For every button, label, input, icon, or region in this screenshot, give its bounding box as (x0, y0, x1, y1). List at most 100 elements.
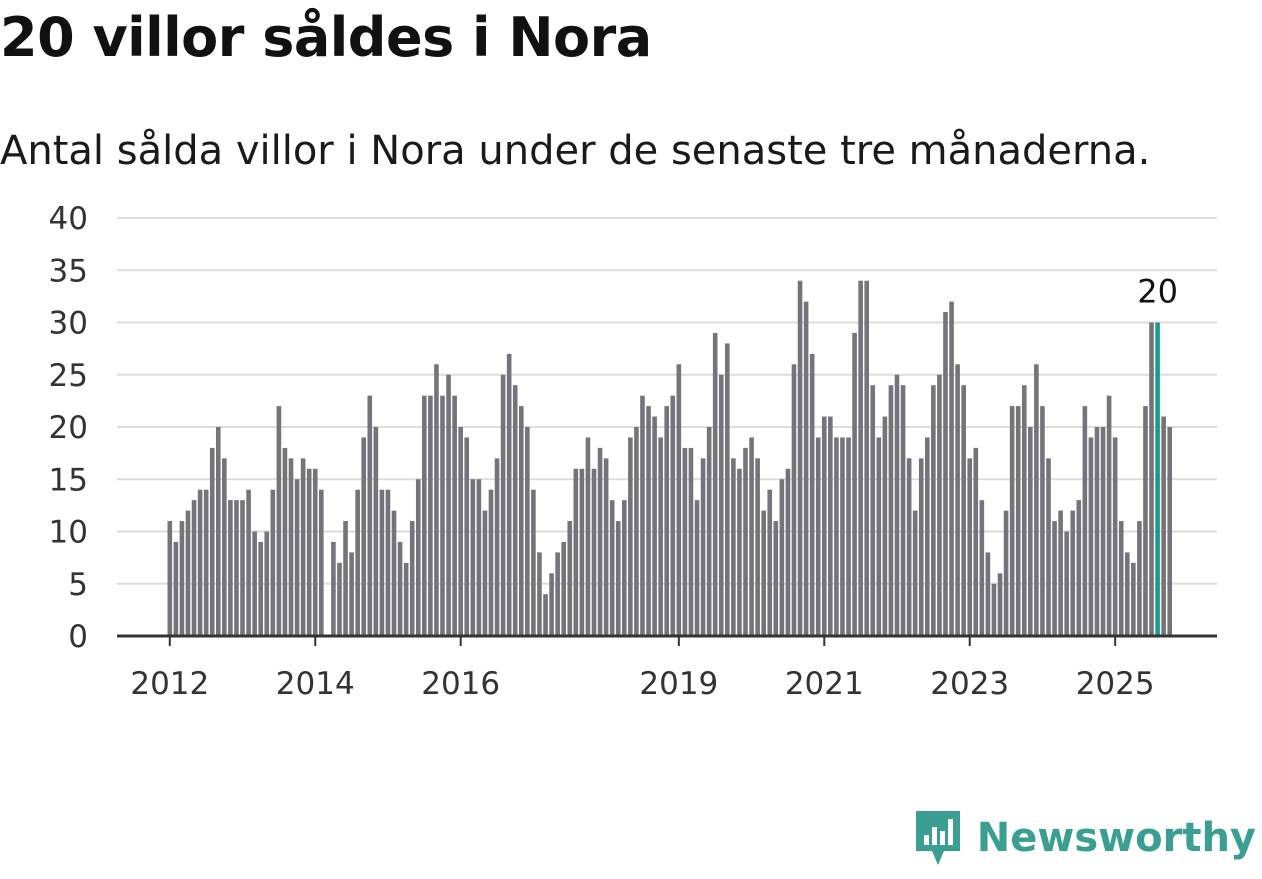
bar (288, 458, 294, 636)
bar (834, 437, 839, 636)
bar (228, 500, 233, 636)
bar (300, 458, 306, 636)
bar (512, 385, 518, 636)
bar (955, 364, 960, 636)
x-tick-label: 2023 (930, 666, 1009, 702)
bar (985, 552, 991, 636)
bar (737, 468, 742, 636)
bar (1124, 552, 1130, 636)
bar (712, 332, 718, 636)
bars (167, 280, 1172, 636)
bar (785, 468, 791, 636)
bar (482, 510, 488, 636)
bar (967, 458, 973, 636)
bar (264, 531, 270, 636)
bar (1040, 406, 1045, 636)
highlight-data-label: 20 (1137, 273, 1178, 311)
bar (858, 280, 863, 636)
y-tick-label: 15 (49, 462, 88, 498)
bar (1100, 427, 1106, 636)
bar (694, 500, 700, 636)
bar (815, 437, 821, 636)
bar (888, 385, 894, 636)
bar (585, 437, 591, 636)
bar (749, 437, 754, 636)
bar (355, 489, 360, 636)
bar (537, 552, 542, 636)
y-tick-label: 25 (49, 358, 88, 394)
bar (864, 280, 869, 636)
x-tick-label: 2019 (639, 666, 718, 702)
bar (1003, 510, 1009, 636)
bar (840, 437, 845, 636)
bar (282, 447, 288, 636)
bar (761, 510, 766, 636)
bar (997, 573, 1003, 636)
y-tick-label: 5 (68, 567, 88, 603)
x-axis-ticks: 2012 2014 2016 2019 2021 2023 2025 (130, 636, 1155, 702)
y-tick-label: 10 (49, 515, 88, 551)
bar (882, 416, 888, 636)
bar (579, 468, 585, 636)
bar (343, 521, 348, 636)
bar (1094, 427, 1100, 636)
bar (725, 343, 730, 636)
bar (1131, 562, 1136, 636)
bar (349, 552, 354, 636)
bar (973, 447, 979, 636)
bar (828, 416, 833, 636)
newsworthy-brand: Newsworthy (913, 809, 1256, 867)
bar (755, 458, 760, 636)
bar (367, 395, 373, 636)
y-tick-label: 40 (49, 201, 88, 237)
bar (518, 406, 524, 636)
x-tick-label: 2025 (1076, 666, 1155, 702)
bar (634, 427, 639, 636)
bar (670, 395, 676, 636)
x-tick-label: 2014 (276, 666, 355, 702)
bar (209, 447, 215, 636)
x-tick-label: 2021 (785, 666, 864, 702)
bar (646, 406, 651, 636)
bar (603, 458, 609, 636)
bar (1149, 322, 1154, 636)
bar (979, 500, 985, 636)
bar (434, 364, 439, 636)
bar (664, 406, 670, 636)
bar (470, 479, 476, 636)
bar (846, 437, 851, 636)
bar (1118, 521, 1124, 636)
bar (464, 437, 470, 636)
bar (900, 385, 906, 636)
chart-subtitle: Antal sålda villor i Nora under de senas… (0, 128, 1151, 174)
bar (373, 427, 379, 636)
brand-name: Newsworthy (976, 815, 1256, 861)
y-axis-ticks: 0 5 10 15 20 25 30 35 40 (49, 201, 88, 655)
bar (319, 489, 324, 636)
x-tick-label: 2012 (130, 666, 209, 702)
bar (688, 447, 694, 636)
bar (422, 395, 427, 636)
bar (476, 479, 482, 636)
bar (931, 385, 936, 636)
bar (203, 489, 209, 636)
bar (1058, 510, 1063, 636)
bar (1064, 531, 1069, 636)
bar (1137, 521, 1142, 636)
bar (906, 458, 912, 636)
bar (797, 280, 803, 636)
bar (852, 332, 857, 636)
bar (937, 374, 942, 636)
bar (925, 437, 930, 636)
bar (1143, 406, 1148, 636)
y-tick-label: 30 (49, 306, 88, 342)
bar (240, 500, 245, 636)
bar (918, 458, 924, 636)
y-tick-label: 20 (49, 410, 88, 446)
y-tick-label: 0 (68, 619, 88, 655)
bar (949, 301, 954, 636)
bar (773, 521, 779, 636)
bar (943, 312, 948, 636)
bar (555, 552, 560, 636)
bar (591, 468, 597, 636)
